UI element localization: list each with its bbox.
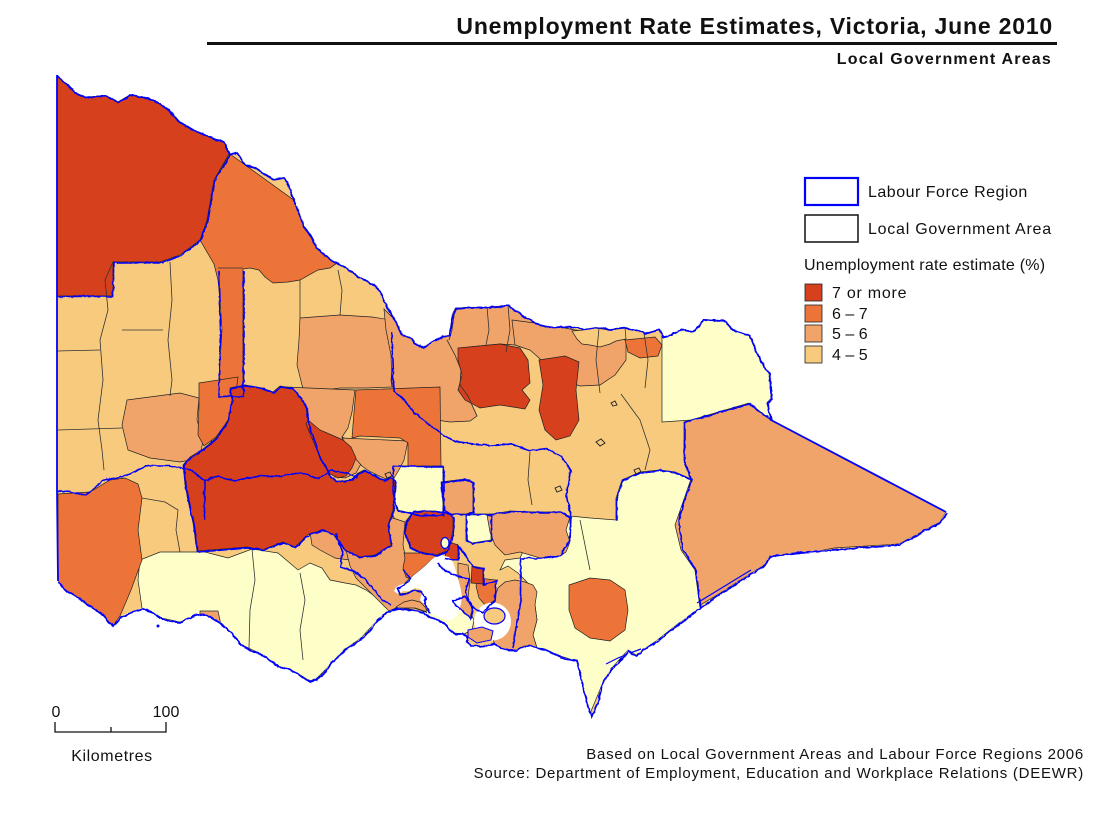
svg-text:6 – 7: 6 – 7 bbox=[832, 306, 868, 323]
svg-text:Unemployment rate estimate (%): Unemployment rate estimate (%) bbox=[804, 257, 1045, 274]
svg-text:5 – 6: 5 – 6 bbox=[832, 326, 868, 343]
svg-text:4 – 5: 4 – 5 bbox=[832, 347, 868, 364]
svg-text:Kilometres: Kilometres bbox=[71, 748, 153, 765]
svg-text:100: 100 bbox=[153, 704, 180, 721]
svg-text:0: 0 bbox=[52, 704, 61, 721]
svg-text:Local Government Area: Local Government Area bbox=[868, 221, 1052, 238]
svg-text:7 or more: 7 or more bbox=[832, 285, 907, 302]
svg-text:Labour Force Region: Labour Force Region bbox=[868, 184, 1028, 201]
